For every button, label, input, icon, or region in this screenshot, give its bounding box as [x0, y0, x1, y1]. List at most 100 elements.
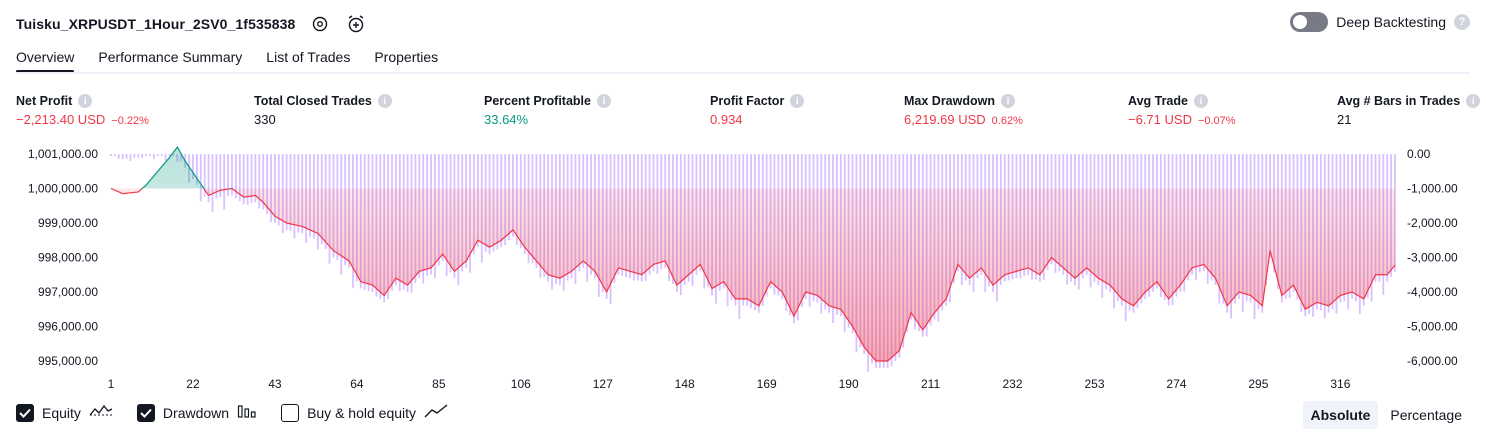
stat-value: 6,219.69 USD [904, 112, 986, 127]
info-icon[interactable]: i [1001, 94, 1015, 108]
deep-backtesting-toggle[interactable] [1290, 12, 1329, 32]
equity-series [110, 146, 1396, 362]
x-axis-tick: 85 [432, 377, 446, 391]
stat-value: 0.934 [710, 112, 743, 127]
stat-percent-profitable: Percent Profitable i 33.64% [484, 94, 611, 127]
right-axis-tick: -1,000.00 [1407, 182, 1458, 196]
tab-properties[interactable]: Properties [374, 49, 439, 65]
deep-backtesting-label: Deep Backtesting [1336, 14, 1446, 30]
legend-buy-hold[interactable]: Buy & hold equity [281, 403, 448, 422]
stat-value: 330 [254, 112, 276, 127]
settings-icon[interactable] [309, 13, 331, 35]
legend-label: Buy & hold equity [307, 404, 417, 421]
drawdown-bar [114, 154, 116, 157]
x-axis-tick: 106 [511, 377, 531, 391]
stat-label: Net Profit [16, 94, 73, 108]
drawdown-bar [160, 154, 163, 157]
tab-list-of-trades[interactable]: List of Trades [266, 49, 351, 65]
stat-label: Avg # Bars in Trades [1337, 94, 1461, 108]
info-icon[interactable]: i [1466, 94, 1481, 108]
x-axis-tick: 232 [1003, 377, 1023, 391]
legend-drawdown[interactable]: Drawdown [136, 403, 257, 422]
buy-hold-checkbox[interactable] [281, 403, 300, 422]
drawdown-bar [231, 154, 233, 196]
drawdown-bar [129, 154, 132, 161]
x-axis-tick: 316 [1330, 377, 1350, 391]
x-axis-tick: 253 [1084, 377, 1104, 391]
tab-overview[interactable]: Overview [16, 44, 75, 73]
drawdown-bar [195, 154, 198, 186]
drawdown-bar [121, 154, 124, 160]
info-icon[interactable]: i [377, 94, 392, 108]
x-axis-tick: 43 [268, 377, 282, 391]
drawdown-bar [258, 154, 261, 209]
add-alert-icon[interactable] [345, 13, 367, 35]
drawdown-bar [234, 154, 237, 199]
x-axis: 1 22 43 64 85 106 127 148 169 190 211 232 253 274 295 3… [108, 377, 1351, 391]
stat-total-closed-trades: Total Closed Trades i 330 [254, 94, 392, 127]
left-axis-tick: 1,001,000.00 [28, 147, 98, 161]
drawdown-bar [242, 154, 245, 205]
percentage-button[interactable]: Percentage [1390, 407, 1462, 423]
x-axis-tick: 295 [1248, 377, 1268, 391]
drawdown-bar [145, 154, 148, 157]
legend-equity[interactable]: Equity [16, 403, 113, 422]
stat-percent: −0.22% [111, 115, 149, 127]
x-axis-tick: 274 [1166, 377, 1186, 391]
drawdown-bar [137, 154, 140, 158]
drawdown-bar [219, 154, 222, 198]
tabs-divider [16, 72, 1470, 74]
x-axis-tick: 1 [108, 377, 115, 391]
drawdown-bar [215, 154, 218, 199]
drawdown-bar [117, 154, 120, 159]
info-icon[interactable]: i [1193, 94, 1208, 108]
stat-label: Total Closed Trades [254, 94, 372, 108]
stat-avg-bars: Avg # Bars in Trades i 21 [1337, 94, 1481, 127]
drawdown-bar [266, 154, 269, 214]
stat-percent: −0.07% [1197, 115, 1236, 127]
drawdown-bar [133, 154, 136, 158]
x-axis-tick: 64 [350, 377, 364, 391]
right-axis-tick: -2,000.00 [1407, 216, 1458, 230]
drawdown-bar [262, 154, 265, 210]
info-icon[interactable]: i [78, 94, 93, 108]
stat-value: 21 [1337, 112, 1352, 127]
info-icon[interactable]: i [596, 94, 611, 108]
stat-value: −6.71 USD [1128, 112, 1192, 127]
stat-value: −2,213.40 USD [16, 112, 106, 127]
info-icon[interactable]: i [790, 94, 805, 108]
left-axis-tick: 1,000,000.00 [28, 182, 98, 196]
drawdown-bar [270, 154, 272, 223]
x-axis-tick: 148 [675, 377, 695, 391]
drawdown-bar [192, 154, 194, 180]
drawdown-bar [164, 154, 167, 161]
scale-mode-switch: Absolute Percentage [1302, 401, 1471, 429]
drawdown-bar [199, 154, 202, 202]
x-axis-tick: 190 [839, 377, 859, 391]
chart-legend: Equity Drawdown Buy & hold equity [16, 403, 448, 422]
right-axis-tick: -6,000.00 [1407, 354, 1458, 368]
drawdown-bar [238, 154, 241, 202]
left-axis-tick: 998,000.00 [38, 251, 98, 265]
legend-label: Drawdown [162, 404, 230, 421]
stat-label: Max Drawdown [904, 94, 995, 108]
equity-checkbox[interactable] [16, 403, 34, 422]
stat-avg-trade: Avg Trade i −6.71 USD −0.07% [1128, 94, 1236, 127]
x-axis-tick: 211 [921, 377, 940, 391]
drawdown-checkbox[interactable] [136, 403, 155, 422]
x-axis-tick: 169 [757, 377, 777, 391]
report-header: Tuisku_XRPUSDT_1Hour_2SV0_1f535838 [16, 10, 367, 38]
equity-chart[interactable]: 1,001,000.00 1,000,000.00 999,000.00 998,00… [0, 140, 1486, 400]
report-tabs: Overview Performance Summary List of Tra… [16, 44, 439, 73]
drawdown-bar [227, 154, 229, 196]
equity-line-icon [89, 403, 113, 422]
equity-line [110, 188, 1396, 362]
tab-performance-summary[interactable]: Performance Summary [98, 49, 243, 65]
strategy-title: Tuisku_XRPUSDT_1Hour_2SV0_1f535838 [16, 16, 296, 32]
help-icon[interactable]: ? [1454, 14, 1470, 30]
drawdown-bar [250, 154, 253, 203]
drawdown-bar [153, 154, 155, 160]
left-axis-tick: 995,000.00 [38, 354, 98, 368]
absolute-button[interactable]: Absolute [1302, 401, 1379, 429]
stat-percent: 0.62% [991, 115, 1023, 127]
